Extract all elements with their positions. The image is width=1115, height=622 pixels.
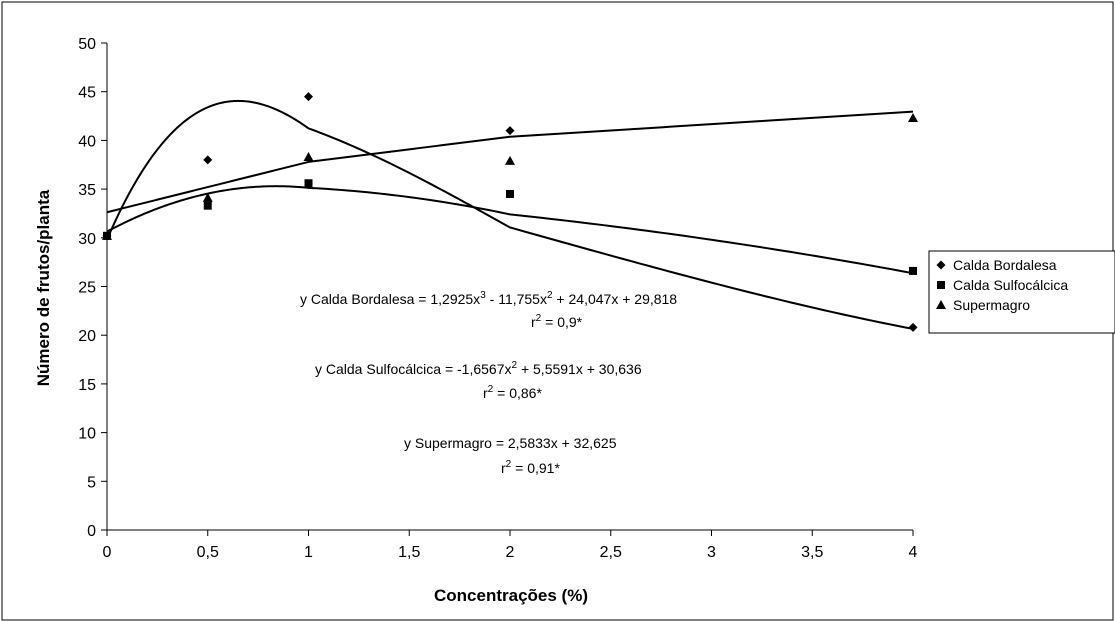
trendline-bordalesa [106,99,914,330]
y-axis-title: Número de frutos/planta [34,189,53,386]
trendline-supermagro [106,110,914,214]
data-points [102,92,918,332]
data-point-supermagro [102,230,112,240]
x-tick-label: 2 [506,544,515,561]
x-tick-label: 0,5 [197,544,219,561]
data-point-supermagro [505,155,515,165]
legend: Calda Bordalesa Calda Sulfocálcica Superma… [928,250,1115,334]
data-point-supermagro [202,192,213,202]
data-point-sulfocalcica [909,266,917,275]
equation-supermagro: y Supermagro = 2,5833x + 32,625 r2 = 0,9… [404,435,617,476]
x-tick-label: 2,5 [600,544,622,561]
equation-bordalesa: y Calda Bordalesa = 1,2925x3 - 11,755x2 … [300,290,677,330]
r2-supermagro-text: r2 = 0,91* [501,459,560,476]
y-tick-label: 50 [78,36,96,53]
x-axis: 0 0,5 1 1,5 2 2,5 3 3,5 4 [103,529,918,561]
x-axis-title: Concentrações (%) [434,586,588,605]
legend-marker-supermagro [936,300,946,309]
data-point-sulfocalcica [203,201,212,210]
legend-label: Supermagro [953,297,1030,313]
x-tick-label: 0 [103,544,112,561]
r2-bordalesa-text: r2 = 0,9* [531,313,583,330]
equation-supermagro-text: y Supermagro = 2,5833x + 32,625 [404,435,617,451]
y-tick-label: 20 [78,328,96,345]
x-tick-label: 4 [909,544,918,561]
trendlines [106,99,914,330]
y-tick-label: 10 [78,426,96,443]
equation-sulfocalcica-text: y Calda Sulfocálcica = -1,6567x2 + 5,559… [315,360,642,377]
equation-sulfocalcica: y Calda Sulfocálcica = -1,6567x2 + 5,559… [315,360,642,401]
x-tick-label: 1 [304,544,313,561]
legend-items: Calda Bordalesa Calda Sulfocálcica Superma… [936,257,1068,313]
data-point-sulfocalcica [506,189,514,198]
data-point-bordalesa [304,92,313,102]
data-point-supermagro [303,151,314,161]
x-tick-label: 1,5 [398,544,420,561]
y-tick-label: 40 [78,133,96,150]
y-tick-label: 15 [78,377,96,394]
data-point-supermagro [908,112,918,122]
data-point-sulfocalcica [304,179,313,188]
legend-marker-sulfocalcica [937,281,945,289]
trendline-sulfocalcica [106,185,914,275]
legend-box [928,250,1115,334]
data-point-bordalesa [203,155,213,165]
legend-label: Calda Bordalesa [953,257,1057,273]
y-tick-label: 35 [78,182,96,199]
equation-bordalesa-text: y Calda Bordalesa = 1,2925x3 - 11,755x2 … [300,290,677,307]
y-tick-label: 30 [78,231,96,248]
y-tick-label: 45 [78,85,96,102]
data-point-bordalesa [908,322,918,332]
y-axis: 0 5 10 15 20 25 30 35 40 45 50 [78,36,108,540]
r2-sulfocalcica-text: r2 = 0,86* [483,384,542,401]
legend-marker-bordalesa [936,260,946,270]
data-point-bordalesa [505,126,515,136]
legend-label: Calda Sulfocálcica [953,277,1068,293]
x-tick-label: 3,5 [801,544,823,561]
y-tick-label: 0 [87,523,96,540]
y-tick-label: 25 [78,280,96,297]
x-tick-label: 3 [707,544,716,561]
y-tick-label: 5 [87,474,96,491]
